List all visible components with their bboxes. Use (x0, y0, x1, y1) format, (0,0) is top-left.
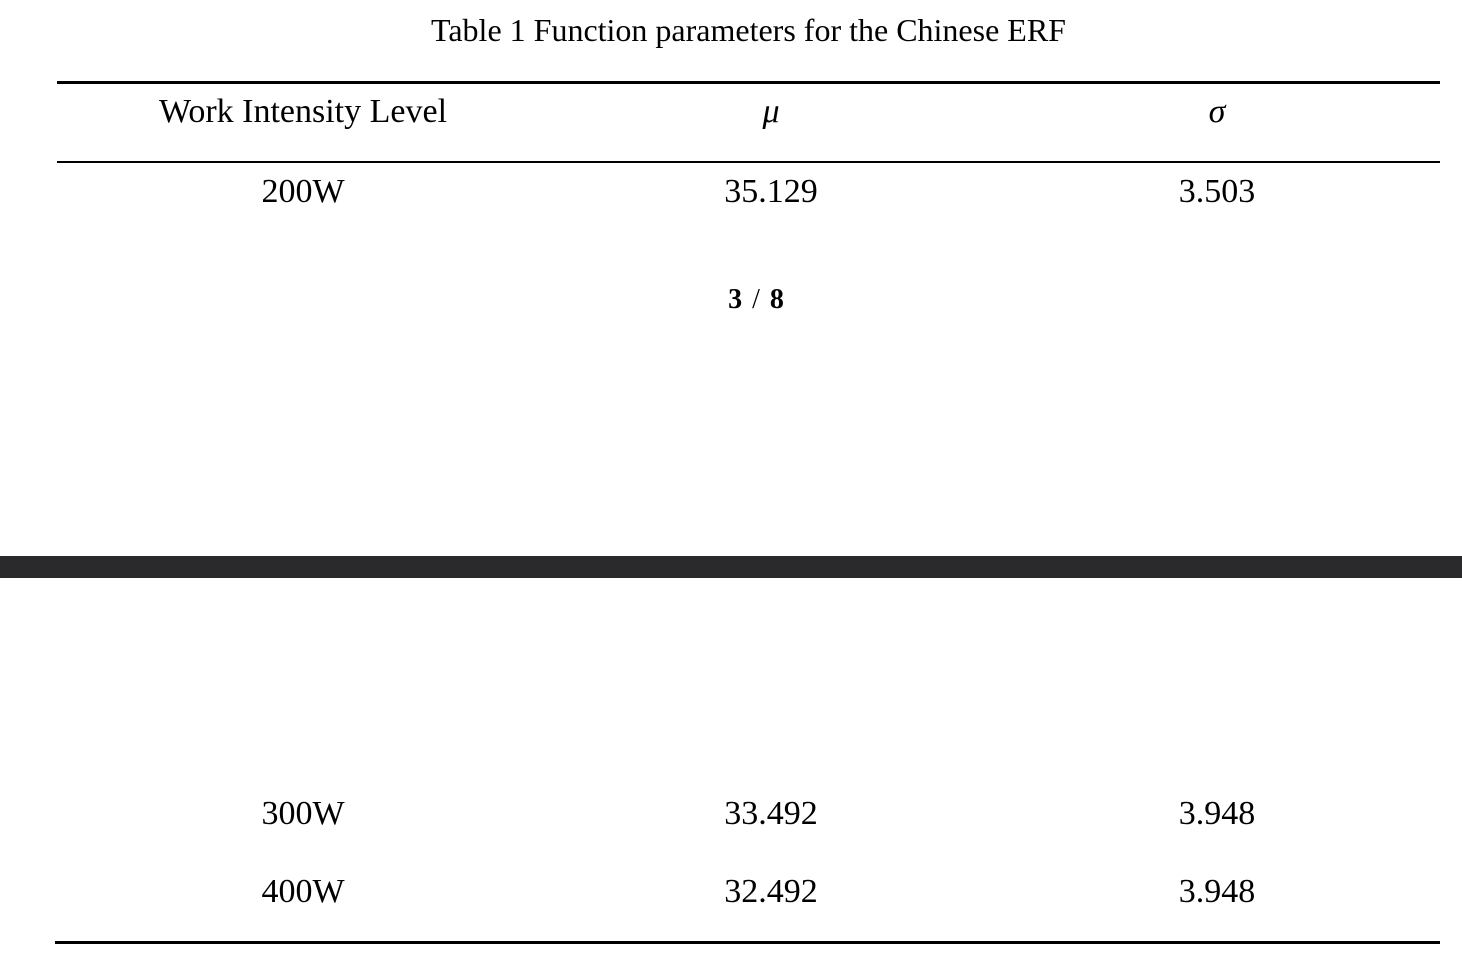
table-cell-intensity: 400W (261, 873, 345, 910)
table-cell-intensity: 200W (261, 173, 345, 210)
table-top-rule (57, 81, 1440, 84)
table-cell-intensity: 300W (261, 795, 345, 832)
table-cell-sigma: 3.948 (1178, 795, 1256, 832)
table-bottom-rule (55, 941, 1440, 944)
table-header-sigma: σ (1208, 93, 1226, 130)
table-header-mu: μ (762, 93, 780, 130)
page-number-separator: / (752, 284, 760, 315)
table-caption: Table 1 Function parameters for the Chin… (431, 12, 1066, 48)
table-cell-sigma: 3.503 (1178, 173, 1256, 210)
page-number: 3 / 8 (656, 284, 856, 316)
page-number-current: 3 (728, 284, 743, 315)
table-header-rule (57, 161, 1440, 163)
page-break-bar (0, 556, 1462, 578)
table-cell-mu: 33.492 (724, 795, 818, 832)
page-number-total: 8 (769, 284, 784, 315)
table-cell-sigma: 3.948 (1178, 873, 1256, 910)
table-cell-mu: 35.129 (724, 173, 818, 210)
table-header-intensity: Work Intensity Level (158, 93, 448, 130)
table-cell-mu: 32.492 (724, 873, 818, 910)
